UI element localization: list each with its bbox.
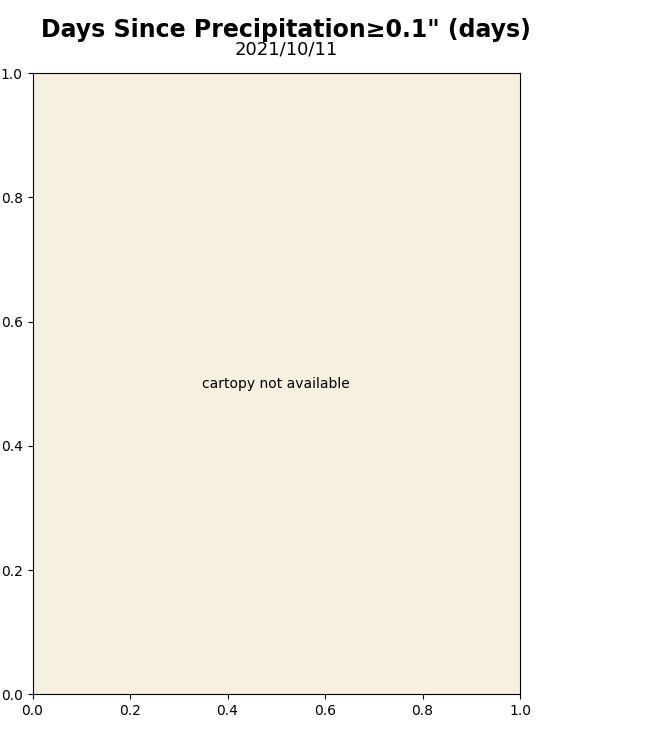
Text: cartopy not available: cartopy not available bbox=[202, 376, 350, 391]
Text: Days Since Precipitation≥0.1" (days): Days Since Precipitation≥0.1" (days) bbox=[41, 18, 531, 42]
Text: 2021/10/11: 2021/10/11 bbox=[235, 40, 337, 58]
